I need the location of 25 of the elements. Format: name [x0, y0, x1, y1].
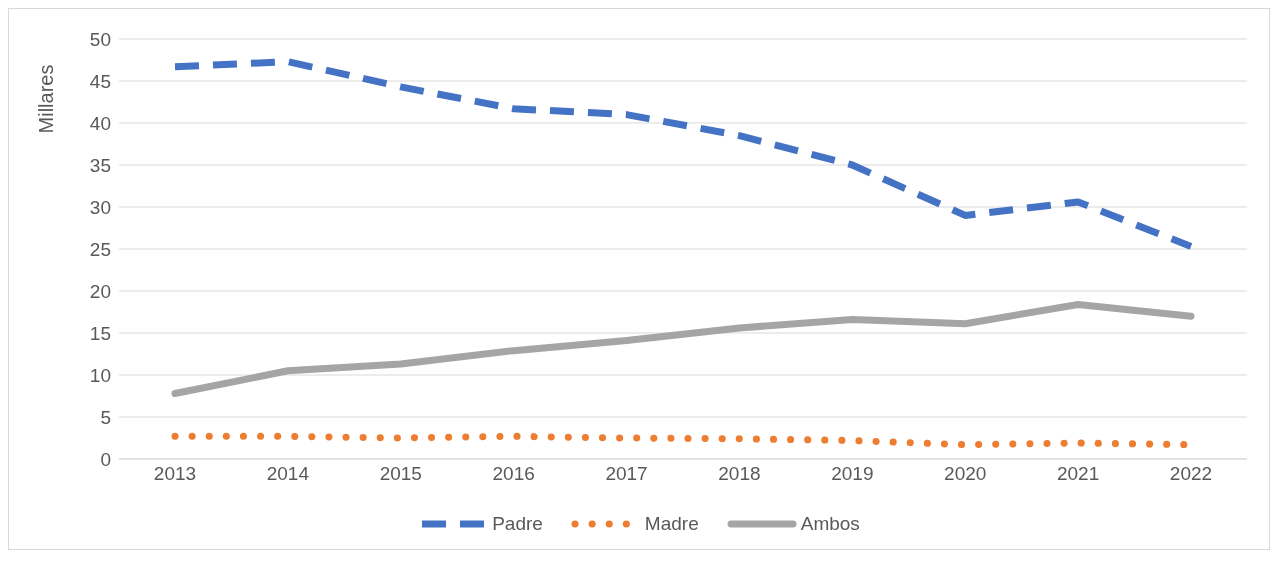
x-tick-label: 2020 — [944, 463, 987, 485]
y-axis-title: Millares — [35, 64, 58, 134]
y-tick-label: 50 — [89, 28, 111, 50]
x-tick-label: 2016 — [492, 463, 535, 485]
legend-label: Ambos — [800, 513, 860, 535]
y-tick-label: 5 — [100, 406, 111, 428]
y-tick-label: 15 — [89, 322, 111, 344]
legend-label: Madre — [644, 513, 699, 535]
x-tick-label: 2021 — [1056, 463, 1100, 485]
x-tick-label: 2018 — [718, 463, 761, 485]
y-tick-label: 40 — [89, 112, 111, 134]
y-tick-label: 30 — [89, 196, 111, 218]
x-tick-label: 2017 — [605, 463, 648, 485]
y-tick-label: 25 — [89, 238, 111, 260]
y-tick-label: 10 — [89, 364, 111, 386]
x-tick-label: 2015 — [379, 463, 422, 485]
y-tick-label: 35 — [89, 154, 111, 176]
y-tick-label: 45 — [89, 70, 111, 92]
y-tick-label: 0 — [100, 448, 111, 470]
y-tick-label: 20 — [89, 280, 111, 302]
x-tick-label: 2022 — [1169, 463, 1213, 485]
x-tick-label: 2014 — [266, 463, 310, 485]
legend-label: Padre — [492, 513, 543, 535]
x-tick-label: 2019 — [831, 463, 874, 485]
x-tick-label: 2013 — [153, 463, 197, 485]
